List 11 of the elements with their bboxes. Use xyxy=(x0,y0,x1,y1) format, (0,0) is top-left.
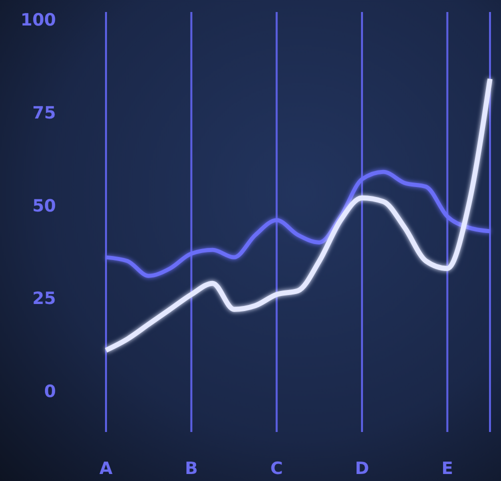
y-tick-label: 25 xyxy=(32,289,56,310)
x-tick-label: A xyxy=(99,459,114,480)
y-tick-label: 75 xyxy=(32,103,56,124)
x-tick-label: B xyxy=(184,459,198,480)
y-tick-label: 100 xyxy=(20,10,56,30)
y-tick-label: 0 xyxy=(44,382,56,402)
x-tick-label: C xyxy=(270,459,283,480)
y-tick-label: 50 xyxy=(32,196,56,216)
line-series xyxy=(104,170,492,278)
x-tick-label: E xyxy=(442,459,454,480)
x-tick-label: D xyxy=(354,459,370,480)
